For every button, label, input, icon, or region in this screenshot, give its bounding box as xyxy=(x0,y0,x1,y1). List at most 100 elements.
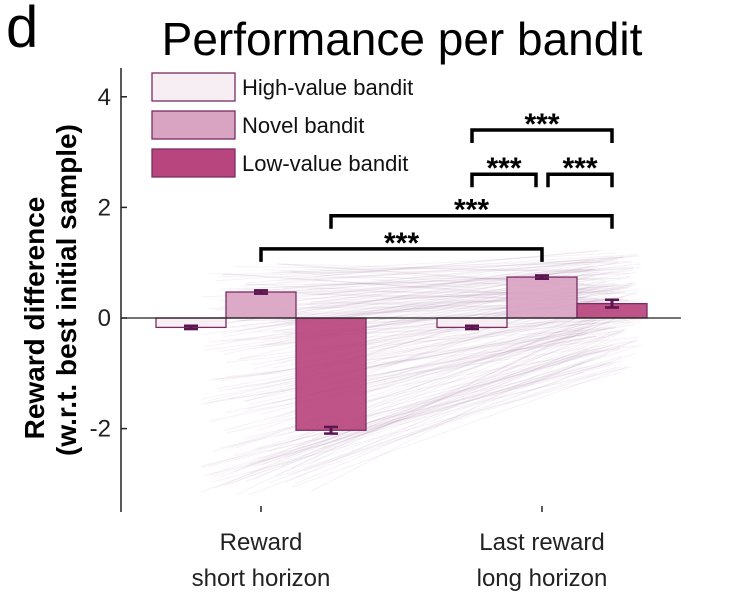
significance-bracket xyxy=(329,213,614,229)
significance-brackets: ****** ********* xyxy=(259,108,614,262)
subject-line xyxy=(201,340,637,468)
subject-line xyxy=(201,344,614,493)
subject-line xyxy=(208,321,596,404)
subject-line xyxy=(249,361,585,464)
subject-line xyxy=(224,329,621,414)
subject-line xyxy=(290,332,588,469)
subject-line xyxy=(287,365,624,476)
bar xyxy=(225,291,297,319)
subject-line xyxy=(210,347,601,475)
subject-line xyxy=(307,253,637,291)
subject-line xyxy=(294,341,633,485)
significance-label: *** xyxy=(454,194,489,227)
subject-line xyxy=(201,335,596,405)
subject-line xyxy=(235,323,595,496)
subject-line xyxy=(257,361,616,450)
y-ticks: 4 2 0 -2 xyxy=(90,84,543,512)
subject-line xyxy=(201,366,633,467)
subject-line xyxy=(221,319,594,342)
subject-line xyxy=(274,373,597,478)
subject-line xyxy=(318,269,601,296)
subject-line xyxy=(274,353,608,476)
subject-line xyxy=(226,330,619,378)
subject-line xyxy=(233,360,621,456)
subject-line xyxy=(219,348,587,478)
subject-line xyxy=(258,348,596,463)
bar xyxy=(295,317,367,431)
subject-line xyxy=(241,256,624,287)
legend: High-value bandit Novel bandit Low-value b… xyxy=(151,72,413,178)
subject-line xyxy=(253,357,595,468)
subject-line xyxy=(284,345,608,459)
subject-line xyxy=(214,326,597,489)
significance-label: *** xyxy=(562,152,597,185)
subject-line xyxy=(260,267,635,294)
subject-line xyxy=(310,328,629,493)
subject-line xyxy=(219,316,612,382)
subject-line xyxy=(261,339,583,466)
subject-line xyxy=(225,323,590,363)
subject-line xyxy=(254,348,609,450)
subject-line xyxy=(225,259,616,295)
subject-line xyxy=(289,260,632,273)
legend-swatch xyxy=(151,148,236,178)
subject-line xyxy=(291,366,628,488)
subject-line xyxy=(258,259,594,317)
subject-line xyxy=(208,331,587,381)
y-tick-label: 4 xyxy=(98,84,111,111)
subject-line xyxy=(278,262,617,282)
subject-line xyxy=(253,335,590,480)
subject-line xyxy=(207,364,614,468)
subject-line xyxy=(312,318,642,349)
subject-line xyxy=(211,366,583,477)
subject-line xyxy=(214,336,638,380)
category-label-line1: Reward xyxy=(220,529,303,556)
subject-line xyxy=(257,363,605,460)
subject-line xyxy=(243,273,620,290)
y-tick-label: 2 xyxy=(98,194,111,221)
subject-line xyxy=(280,252,617,272)
y-tick-label: 0 xyxy=(98,305,111,332)
subject-line xyxy=(277,256,625,283)
subject-line xyxy=(302,266,642,327)
subject-line xyxy=(222,259,590,276)
subject-line xyxy=(223,316,641,432)
subject-line xyxy=(230,321,610,449)
subject-line xyxy=(310,256,623,305)
subject-line xyxy=(233,320,601,473)
x-category-labels: Reward short horizon Last reward long horiz… xyxy=(192,529,608,592)
subject-line xyxy=(269,348,621,484)
subject-line xyxy=(303,352,637,472)
subject-line xyxy=(244,356,622,468)
subject-line xyxy=(212,372,620,483)
y-tick-label: -2 xyxy=(90,416,111,443)
subject-line xyxy=(284,328,626,484)
subject-line xyxy=(212,332,584,453)
subject-line xyxy=(201,326,583,400)
subject-line xyxy=(218,326,607,392)
subject-line xyxy=(315,250,599,277)
subject-line xyxy=(224,361,584,486)
significance-label: *** xyxy=(384,227,419,260)
subject-line xyxy=(234,266,614,272)
subject-line xyxy=(281,313,626,466)
category-label-line1: Last reward xyxy=(479,529,604,556)
subject-line xyxy=(227,338,618,485)
chart-title: Performance per bandit xyxy=(161,13,643,65)
subject-line xyxy=(281,263,629,274)
legend-label: High-value bandit xyxy=(242,75,413,100)
error-bars xyxy=(184,274,619,435)
subject-line xyxy=(249,333,610,475)
significance-bracket xyxy=(259,247,544,262)
subject-line xyxy=(286,258,619,317)
subject-line xyxy=(282,266,633,289)
subject-line xyxy=(248,371,584,496)
significance-label: *** xyxy=(524,108,559,141)
legend-label: Novel bandit xyxy=(242,113,364,138)
subject-line xyxy=(271,268,629,274)
subject-line xyxy=(207,308,600,402)
subject-line xyxy=(209,336,605,422)
y-axis-label: Reward difference xyxy=(19,197,50,440)
subject-line xyxy=(219,361,613,449)
